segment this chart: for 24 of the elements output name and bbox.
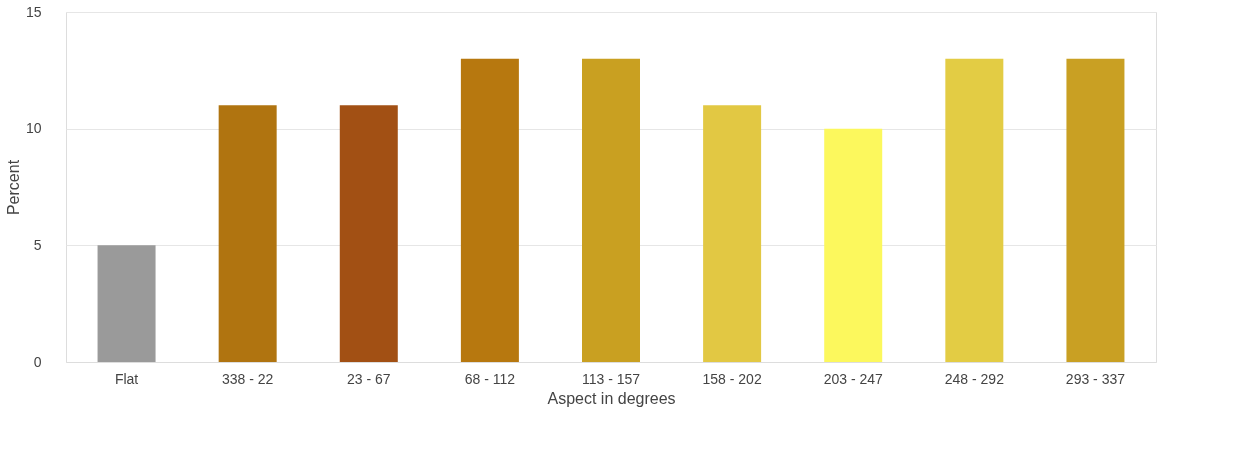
x-tick-label: 338 - 22 xyxy=(221,370,274,387)
x-tick-label: 68 - 112 xyxy=(464,370,516,387)
bar xyxy=(703,105,762,362)
y-tick-label: 5 xyxy=(33,236,42,253)
bar xyxy=(218,105,277,362)
bar xyxy=(460,58,519,362)
bar xyxy=(1066,58,1125,362)
x-tick-label: 203 - 247 xyxy=(823,370,884,387)
x-tick-label: 158 - 202 xyxy=(702,370,762,387)
y-axis-title: Percent xyxy=(4,159,22,216)
bar xyxy=(945,58,1004,362)
y-tick-label: 0 xyxy=(33,353,42,370)
y-tick-label: 10 xyxy=(25,120,42,137)
y-tick-label: 15 xyxy=(25,3,42,20)
bar xyxy=(339,105,398,362)
bar xyxy=(582,58,640,362)
x-axis-title: Aspect in degrees xyxy=(547,389,676,407)
bar xyxy=(97,245,156,362)
x-tick-label: 293 - 337 xyxy=(1065,370,1126,387)
x-tick-label: 113 - 157 xyxy=(581,370,641,387)
x-tick-label: 248 - 292 xyxy=(944,370,1005,387)
bar xyxy=(824,128,883,362)
x-tick-label: Flat xyxy=(114,370,139,387)
x-tick-label: 23 - 67 xyxy=(346,370,391,387)
